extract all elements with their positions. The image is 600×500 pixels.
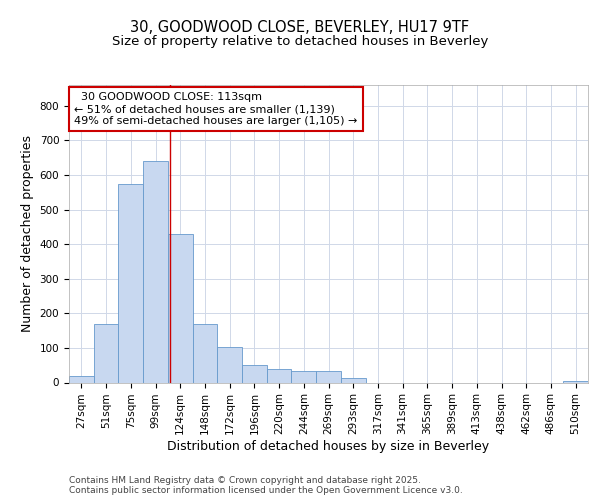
Bar <box>168 234 193 382</box>
X-axis label: Distribution of detached houses by size in Beverley: Distribution of detached houses by size … <box>167 440 490 453</box>
Bar <box>563 381 588 382</box>
Bar <box>292 371 316 382</box>
Text: Contains HM Land Registry data © Crown copyright and database right 2025.
Contai: Contains HM Land Registry data © Crown c… <box>69 476 463 495</box>
Text: 30 GOODWOOD CLOSE: 113sqm  
← 51% of detached houses are smaller (1,139)
49% of : 30 GOODWOOD CLOSE: 113sqm ← 51% of detac… <box>74 92 358 126</box>
Bar <box>341 378 365 382</box>
Bar <box>242 364 267 382</box>
Bar <box>94 324 118 382</box>
Bar <box>267 368 292 382</box>
Text: 30, GOODWOOD CLOSE, BEVERLEY, HU17 9TF: 30, GOODWOOD CLOSE, BEVERLEY, HU17 9TF <box>130 20 470 35</box>
Bar <box>316 371 341 382</box>
Bar <box>118 184 143 382</box>
Y-axis label: Number of detached properties: Number of detached properties <box>21 135 34 332</box>
Bar <box>143 161 168 382</box>
Bar <box>217 347 242 382</box>
Text: Size of property relative to detached houses in Beverley: Size of property relative to detached ho… <box>112 35 488 48</box>
Bar <box>193 324 217 382</box>
Bar <box>69 376 94 382</box>
